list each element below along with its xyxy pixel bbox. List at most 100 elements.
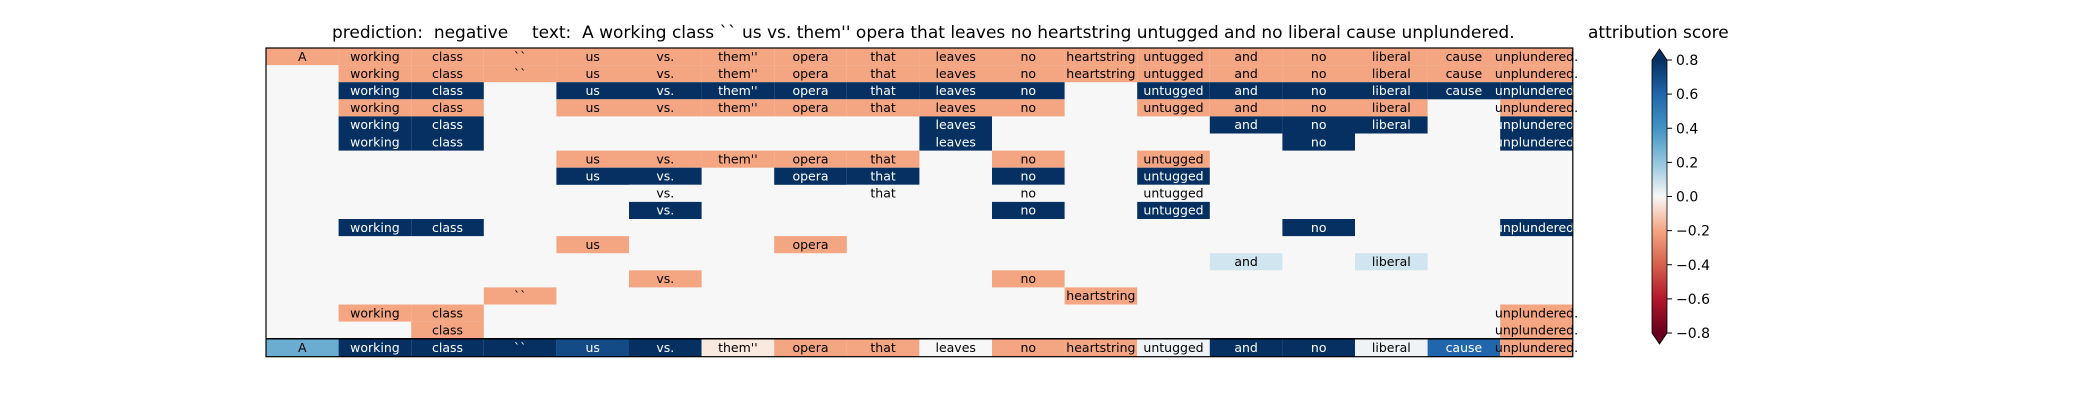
heatmap-cell (411, 321, 484, 339)
summary-token-label: cause (1446, 340, 1483, 355)
heatmap-cell (411, 48, 484, 66)
heatmap-cell (338, 48, 412, 66)
heatmap-token-label: them'' (718, 66, 758, 81)
heatmap-cell (1209, 48, 1283, 66)
heatmap-token-label: working (350, 220, 400, 235)
heatmap-token-label: no (1021, 186, 1037, 201)
heatmap-cell (774, 82, 847, 100)
colorbar-tick-label: −0.8 (1676, 326, 1710, 342)
heatmap-cell (774, 65, 847, 83)
summary-token-label: class (432, 340, 463, 355)
heatmap-token-label: leaves (935, 83, 975, 98)
heatmap-cell (629, 201, 702, 219)
heatmap-cell (919, 99, 992, 117)
colorbar-tick-label: −0.6 (1676, 292, 1710, 308)
heatmap-token-label: `` (514, 66, 527, 81)
heatmap-cell (846, 150, 920, 168)
heatmap-token-label: us (585, 151, 599, 166)
heatmap-cell (701, 82, 775, 100)
heatmap-cell (992, 82, 1065, 100)
heatmap-token-label: working (350, 66, 400, 81)
heatmap-cell (992, 201, 1065, 219)
heatmap-token-label: untugged (1143, 83, 1203, 98)
heatmap-cell (774, 99, 847, 117)
heatmap-token-label: working (350, 49, 400, 64)
heatmap-cell (556, 48, 629, 66)
heatmap-token-label: `` (514, 288, 527, 303)
heatmap-cell (774, 167, 847, 185)
colorbar-tick-label: 0.6 (1676, 87, 1698, 103)
heatmap-token-label: cause (1446, 49, 1483, 64)
heatmap-token-label: vs. (656, 271, 674, 286)
heatmap-cell (1282, 82, 1355, 100)
heatmap-cell (1209, 116, 1283, 134)
summary-token-label: `` (514, 340, 527, 355)
heatmap-cell (1282, 116, 1355, 134)
heatmap-token-label: that (870, 151, 895, 166)
heatmap-cell (1427, 82, 1501, 100)
heatmap-token-label: no (1021, 83, 1037, 98)
heatmap-cell (774, 150, 847, 168)
heatmap-token-label: class (432, 83, 463, 98)
heatmap-cell (483, 287, 557, 305)
summary-cell (992, 338, 1065, 357)
heatmap-token-label: working (350, 100, 400, 115)
heatmap-token-label: no (1021, 271, 1037, 286)
heatmap-cell (846, 48, 920, 66)
heatmap-cell (846, 65, 920, 83)
heatmap-cell (629, 270, 702, 288)
heatmap-cell (1064, 287, 1138, 305)
heatmap-token-label: unplundered. (1495, 134, 1578, 149)
heatmap-token-label: cause (1446, 83, 1483, 98)
heatmap-cell (992, 150, 1065, 168)
summary-cell (1064, 338, 1138, 357)
summary-cell (701, 338, 775, 357)
heatmap-token-label: that (870, 66, 895, 81)
heatmap-cell (411, 116, 484, 134)
heatmap-cell (1355, 82, 1428, 100)
heatmap-cell (846, 99, 920, 117)
heatmap-token-label: no (1021, 49, 1037, 64)
heatmap-cell (1355, 253, 1428, 271)
colorbar-title: attribution score (1588, 23, 1729, 43)
summary-token-label: heartstring (1066, 340, 1135, 355)
heatmap-cell (338, 116, 412, 134)
heatmap-token-label: no (1021, 151, 1037, 166)
heatmap-cell (1137, 48, 1210, 66)
heatmap-token-label: class (432, 66, 463, 81)
colorbar-min-extend (1652, 333, 1667, 344)
colorbar-tick-label: −0.4 (1676, 258, 1710, 274)
summary-cell (411, 338, 484, 357)
heatmap-cell (411, 99, 484, 117)
heatmap-token-label: and (1234, 254, 1258, 269)
heatmap-cell (1282, 48, 1355, 66)
heatmap-cell (629, 167, 702, 185)
heatmap-cell (1064, 48, 1138, 66)
summary-token-label: vs. (656, 340, 674, 355)
plot-frame (265, 47, 1574, 358)
heatmap-cell (846, 82, 920, 100)
heatmap-cell (338, 133, 412, 151)
heatmap-cell (1500, 116, 1573, 134)
heatmap-cell (629, 184, 702, 202)
heatmap-token-label: liberal (1372, 83, 1411, 98)
heatmap-token-label: untugged (1143, 49, 1203, 64)
heatmap-cell (1282, 65, 1355, 83)
heatmap-token-label: us (585, 83, 599, 98)
heatmap-cell (1500, 219, 1573, 237)
heatmap-token-label: untugged (1143, 186, 1203, 201)
heatmap-cell (411, 304, 484, 322)
heatmap-token-label: opera (792, 66, 828, 81)
heatmap-token-label: liberal (1372, 117, 1411, 132)
heatmap-cell (992, 48, 1065, 66)
heatmap-token-label: cause (1446, 66, 1483, 81)
heatmap-token-label: leaves (935, 100, 975, 115)
heatmap-token-label: unplundered. (1495, 220, 1578, 235)
heatmap-cell (1500, 48, 1573, 66)
heatmap-cell (992, 184, 1065, 202)
heatmap-cell (629, 48, 702, 66)
heatmap-cell (266, 48, 339, 66)
heatmap-token-label: vs. (656, 203, 674, 218)
heatmap-token-label: working (350, 117, 400, 132)
heatmap-token-label: unplundered. (1495, 322, 1578, 337)
